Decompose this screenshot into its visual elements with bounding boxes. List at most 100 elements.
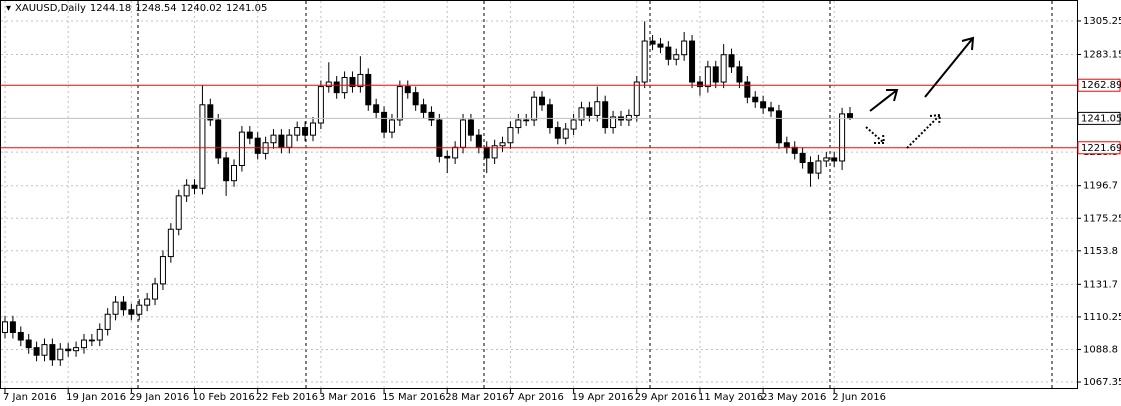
candle-body — [452, 146, 459, 159]
candle-body — [546, 104, 553, 129]
x-tick-label: 2 Jun 2016 — [832, 392, 886, 403]
hline-label-box — [1077, 141, 1121, 155]
candle-body — [120, 301, 127, 311]
candle-body — [246, 131, 253, 139]
x-tick-label: 29 Jan 2016 — [129, 392, 189, 403]
candle-body — [333, 81, 340, 94]
period-separators — [137, 1, 1053, 388]
candle-body — [25, 339, 32, 349]
x-tick-label: 29 Apr 2016 — [635, 392, 697, 403]
symbol: XAUUSD,Daily — [15, 3, 86, 14]
candle-body — [689, 40, 696, 83]
ohlc-high: 1248.54 — [135, 3, 177, 14]
candle-body — [325, 81, 332, 88]
candle-body — [104, 313, 111, 330]
candle-body — [373, 104, 380, 113]
candle-body — [128, 309, 135, 315]
candle-body — [570, 119, 577, 130]
arrow — [865, 126, 886, 144]
candle-body — [80, 339, 87, 349]
ohlc-low: 1240.02 — [180, 3, 222, 14]
candle-body — [736, 66, 743, 83]
candle-body — [633, 81, 640, 116]
hline-label: 1221.69 — [1081, 143, 1121, 154]
y-tick-label: 1131.7 — [1083, 279, 1118, 290]
candle-body — [768, 107, 775, 112]
candle-body — [649, 40, 656, 45]
menu-triangle: ▾ — [6, 3, 12, 14]
candle-body — [270, 134, 277, 144]
hline-label: 1262.89 — [1081, 80, 1121, 91]
candle-body — [515, 119, 522, 129]
x-tick-label: 22 Feb 2016 — [256, 392, 318, 403]
candle-body — [831, 157, 838, 162]
x-tick-label: 7 Jan 2016 — [3, 392, 57, 403]
candle-body — [49, 344, 56, 361]
candle-body — [152, 283, 159, 300]
candle-body — [349, 76, 356, 88]
candle-body — [712, 66, 719, 83]
candle-body — [412, 92, 419, 106]
hline-label-box — [1077, 78, 1121, 92]
candle-body — [365, 73, 372, 106]
x-tick-label: 3 Mar 2016 — [319, 392, 376, 403]
candle-body — [286, 134, 293, 148]
candle-body — [760, 101, 767, 109]
y-tick-label: 1067.35 — [1083, 377, 1121, 388]
candle-body — [231, 165, 238, 182]
candle-body — [783, 142, 790, 148]
candle-body — [207, 104, 214, 121]
price-label: 1241.05 — [1081, 113, 1121, 124]
candle-body — [839, 113, 846, 162]
candle-body — [807, 161, 814, 174]
candle-body — [396, 86, 403, 121]
y-tick-label: 1175.25 — [1083, 213, 1121, 224]
forecast-arrows — [865, 36, 975, 149]
candle-body — [483, 146, 490, 159]
arrow — [924, 36, 975, 98]
candle-body — [578, 107, 585, 121]
y-tick-label: 1110.25 — [1083, 312, 1121, 323]
candle-body — [704, 66, 711, 88]
candle-body — [302, 127, 309, 136]
candle-body — [673, 54, 680, 60]
candle-body — [657, 43, 664, 48]
candle-body — [404, 86, 411, 94]
y-tick-label: 1196.7 — [1083, 181, 1118, 192]
candle-body — [586, 107, 593, 116]
y-tick-label: 1305.25 — [1083, 16, 1121, 27]
x-tick-label: 19 Jan 2016 — [66, 392, 126, 403]
candle-body — [444, 155, 451, 159]
candle-body — [420, 104, 427, 113]
candle-body — [467, 119, 474, 136]
candle-body — [752, 96, 759, 103]
x-tick-label: 10 Feb 2016 — [193, 392, 255, 403]
candle-body — [191, 184, 198, 189]
candle-body — [665, 46, 672, 60]
candle-body — [610, 116, 617, 129]
candle-body — [799, 152, 806, 163]
candle-body — [720, 54, 727, 83]
candle-body — [41, 344, 48, 356]
candle-body — [381, 111, 388, 133]
candle-body — [728, 54, 735, 68]
candle-body — [602, 101, 609, 129]
candle-body — [681, 40, 688, 56]
candle-body — [436, 119, 443, 157]
candle-body — [460, 119, 467, 148]
candle-body — [562, 128, 569, 139]
arrow — [869, 89, 899, 112]
plot — [1, 1, 1077, 389]
candle-body — [65, 348, 72, 352]
candle-body — [554, 127, 561, 139]
candle-body — [73, 347, 80, 352]
candle-body — [641, 40, 648, 83]
candle-body — [357, 73, 364, 88]
candle-body — [159, 256, 166, 285]
candle-body — [57, 348, 64, 361]
y-tick-label: 1153.8 — [1083, 246, 1118, 257]
ohlc-close: 1241.05 — [225, 3, 268, 14]
candle-body — [847, 113, 853, 119]
